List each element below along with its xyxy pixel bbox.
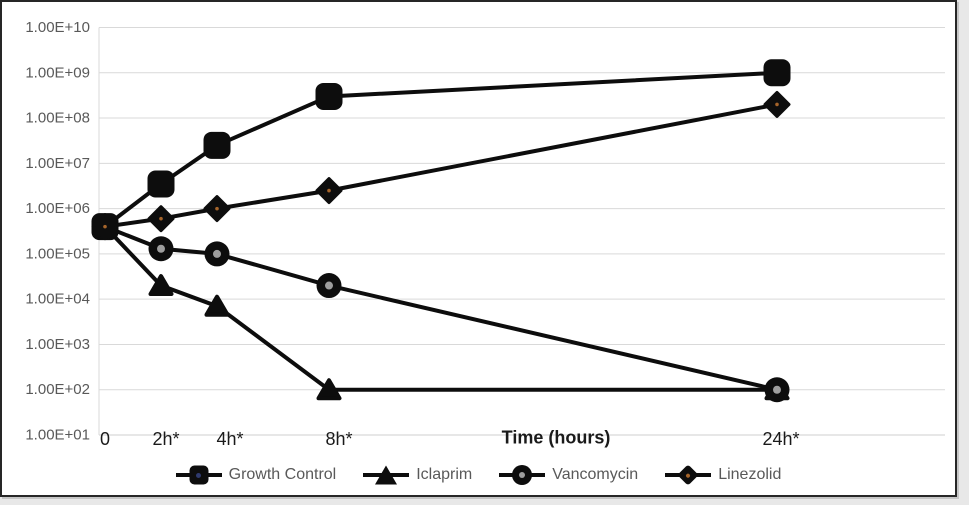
- legend-circle-dot: [519, 472, 526, 478]
- y-axis-label: 1.00E+09: [25, 64, 90, 81]
- triangle-marker-icon: [375, 465, 398, 485]
- chart-legend: Growth Control Iclaprim Vancomycin Linezoli…: [2, 462, 955, 488]
- legend-swatch: [175, 462, 222, 488]
- series-vancomycin: [92, 214, 790, 403]
- diamond-marker-icon: [677, 464, 699, 486]
- x-tick-label: 0: [100, 429, 110, 449]
- legend-swatch: [665, 462, 712, 488]
- legend-label: Linezolid: [718, 466, 782, 483]
- triangle-marker-icon: [204, 294, 230, 317]
- square-marker-icon: [203, 131, 231, 159]
- chart-frame: 1.00E+10 1.00E+09 1.00E+08 1.00E+07 1.00E+06…: [0, 0, 957, 497]
- series-linezolid: [91, 90, 791, 241]
- circle-marker-center-dot: [157, 244, 165, 253]
- triangle-marker-icon: [148, 274, 174, 297]
- diamond-marker-center-dot: [215, 206, 219, 211]
- circle-marker-center-dot: [325, 281, 333, 290]
- square-marker-icon: [315, 82, 343, 110]
- plot-area: 1.00E+10 1.00E+09 1.00E+08 1.00E+07 1.00E+06…: [25, 19, 945, 449]
- circle-marker-center-dot: [773, 385, 781, 394]
- legend-label: Growth Control: [228, 466, 337, 483]
- diamond-marker-center-dot: [327, 188, 331, 193]
- y-axis-label: 1.00E+01: [25, 427, 90, 444]
- diamond-marker-center-dot: [159, 216, 163, 221]
- square-marker-icon: [763, 59, 791, 87]
- legend-square-dot: [196, 472, 202, 478]
- diamond-marker-center-dot: [103, 224, 107, 229]
- circle-marker-center-dot: [213, 249, 221, 258]
- legend-label: Iclaprim: [416, 466, 473, 483]
- y-axis-label: 1.00E+08: [25, 110, 90, 127]
- diamond-marker-center-dot: [775, 102, 779, 107]
- legend-diamond-dot: [685, 472, 692, 478]
- x-tick-label: 8h*: [325, 429, 352, 449]
- triangle-marker-icon: [316, 378, 342, 401]
- circle-marker-icon: [512, 465, 533, 485]
- y-axis-label: 1.00E+02: [25, 381, 90, 398]
- y-axis-label: 1.00E+05: [25, 245, 90, 262]
- legend-swatch: [499, 462, 546, 488]
- legend-label: Vancomycin: [552, 466, 639, 483]
- x-tick-label: 24h*: [762, 429, 799, 449]
- x-tick-label: 2h*: [152, 429, 179, 449]
- y-axis-label: 1.00E+10: [25, 19, 90, 36]
- legend-item-vancomycin: Vancomycin: [499, 462, 638, 488]
- x-axis-title: Time (hours): [501, 427, 611, 448]
- y-axis-label: 1.00E+07: [25, 155, 90, 172]
- legend-item-linezolid: Linezolid: [665, 462, 781, 488]
- y-axis-label: 1.00E+03: [25, 336, 90, 353]
- legend-item-iclaprim: Iclaprim: [363, 462, 472, 488]
- legend-item-growth-control: Growth Control: [175, 462, 337, 488]
- square-marker-icon: [147, 170, 175, 198]
- y-axis-label: 1.00E+04: [25, 291, 90, 308]
- legend-swatch: [363, 462, 410, 488]
- x-tick-label: 4h*: [216, 429, 243, 449]
- square-marker-icon: [189, 465, 209, 485]
- series-iclaprim: [92, 215, 790, 401]
- y-axis-label: 1.00E+06: [25, 200, 90, 217]
